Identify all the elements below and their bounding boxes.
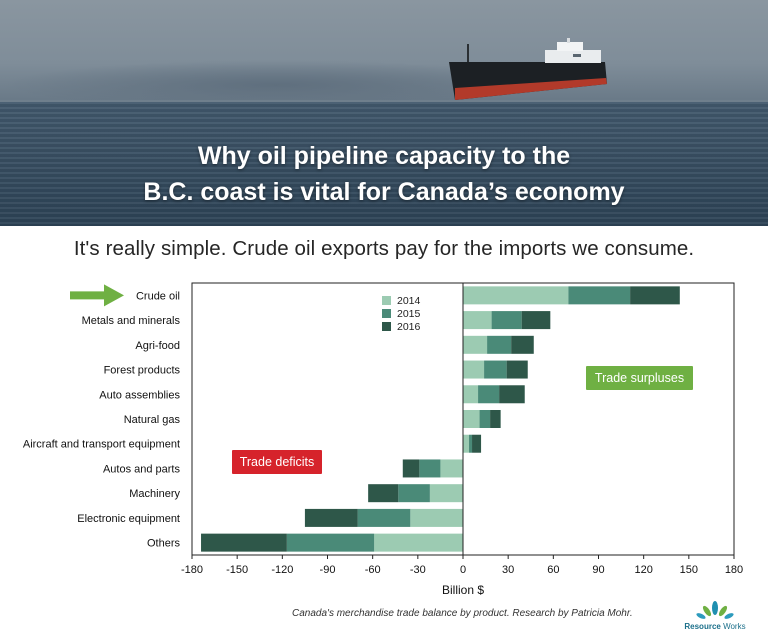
bar-segment-2014 bbox=[429, 484, 463, 503]
title-line-2: B.C. coast is vital for Canada’s economy bbox=[143, 178, 625, 206]
x-tick-label: -90 bbox=[320, 564, 336, 576]
bar-segment-2016 bbox=[368, 484, 399, 503]
bar-segment-2014 bbox=[463, 385, 479, 404]
leaf-icon bbox=[696, 601, 734, 619]
bar-segment-2015 bbox=[478, 385, 500, 404]
bar-segment-2014 bbox=[463, 360, 485, 379]
category-label: Metals and minerals bbox=[82, 315, 181, 327]
x-tick-label: 0 bbox=[460, 564, 466, 576]
trade-surpluses-label: Trade surpluses bbox=[595, 371, 684, 385]
category-label: Aircraft and transport equipment bbox=[23, 439, 180, 451]
x-tick-label: -180 bbox=[181, 564, 203, 576]
bar-segment-2014 bbox=[463, 335, 488, 354]
x-tick-label: -120 bbox=[271, 564, 293, 576]
header-banner: Why oil pipeline capacity to the B.C. co… bbox=[0, 0, 768, 226]
logo-text: Resource Works bbox=[684, 622, 746, 631]
bar-segment-2016 bbox=[472, 434, 482, 453]
bar-segment-2014 bbox=[410, 508, 463, 527]
bar-segment-2016 bbox=[201, 533, 287, 552]
trade-deficits-badge bbox=[232, 450, 322, 474]
bar-segment-2014 bbox=[463, 286, 569, 305]
sea-surface bbox=[0, 102, 768, 226]
x-tick-label: 60 bbox=[547, 564, 559, 576]
trade-balance-chart: Crude oil Metals and minerals Agri-food For… bbox=[23, 282, 743, 595]
legend-label: 2016 bbox=[397, 321, 421, 333]
legend-swatch-2015 bbox=[382, 309, 391, 318]
bar-segment-2015 bbox=[487, 335, 512, 354]
bar-segment-2014 bbox=[463, 410, 480, 428]
oil-tanker-image bbox=[449, 38, 607, 100]
bar-segment-2014 bbox=[440, 459, 463, 478]
trade-surpluses-badge bbox=[586, 366, 693, 390]
bar-segment-2015 bbox=[484, 360, 507, 379]
legend-swatch-2014 bbox=[382, 296, 391, 305]
bar-segment-2016 bbox=[499, 385, 525, 404]
resource-works-logo: Resource Works bbox=[676, 600, 754, 636]
x-tick-label: 120 bbox=[634, 564, 652, 576]
bar-segment-2015 bbox=[479, 410, 491, 428]
chart-caption: Canada's merchandise trade balance by pr… bbox=[292, 608, 633, 619]
bar-segment-2015 bbox=[357, 508, 411, 527]
category-label: Forest products bbox=[104, 365, 181, 377]
category-label: Agri-food bbox=[135, 340, 180, 352]
fog-bank bbox=[0, 60, 460, 102]
x-tick-label: -60 bbox=[365, 564, 381, 576]
bar-segment-2015 bbox=[491, 311, 522, 330]
highlight-arrow-icon bbox=[70, 284, 124, 307]
category-label: Others bbox=[147, 538, 181, 550]
x-tick-label: 150 bbox=[680, 564, 698, 576]
subtitle: It's really simple. Crude oil exports pa… bbox=[73, 237, 695, 260]
bar-segment-2016 bbox=[490, 410, 501, 428]
bar-segment-2016 bbox=[304, 508, 358, 527]
bar-segment-2015 bbox=[419, 459, 441, 478]
bar-segment-2015 bbox=[469, 434, 473, 453]
category-label: Autos and parts bbox=[103, 463, 181, 475]
page-title: Why oil pipeline capacity to the B.C. co… bbox=[0, 138, 768, 210]
x-tick-label: 180 bbox=[725, 564, 743, 576]
bar-segment-2016 bbox=[506, 360, 528, 379]
bar-segment-2014 bbox=[463, 434, 470, 453]
bar-segment-2014 bbox=[374, 533, 463, 552]
legend-label: 2014 bbox=[397, 295, 421, 307]
category-label: Machinery bbox=[129, 488, 180, 500]
category-label: Auto assemblies bbox=[99, 389, 180, 401]
bar-segment-2016 bbox=[630, 286, 680, 305]
category-label: Electronic equipment bbox=[77, 513, 180, 525]
bar-segment-2015 bbox=[568, 286, 631, 305]
category-label: Crude oil bbox=[136, 290, 180, 302]
legend-swatch-2016 bbox=[382, 322, 391, 331]
x-tick-label: -30 bbox=[410, 564, 426, 576]
trade-deficits-label: Trade deficits bbox=[240, 455, 315, 469]
legend-label: 2015 bbox=[397, 308, 421, 320]
x-tick-label: -150 bbox=[226, 564, 248, 576]
title-line-1: Why oil pipeline capacity to the bbox=[197, 142, 571, 170]
bar-segment-2015 bbox=[286, 533, 375, 552]
bar-segment-2016 bbox=[511, 335, 534, 354]
x-axis-title: Billion $ bbox=[442, 583, 484, 595]
bar-segment-2014 bbox=[463, 311, 492, 330]
category-label: Natural gas bbox=[124, 414, 181, 426]
horizon-line bbox=[0, 100, 768, 102]
bar-segment-2015 bbox=[398, 484, 430, 503]
x-tick-label: 90 bbox=[592, 564, 604, 576]
bar-segment-2016 bbox=[521, 311, 551, 330]
bar-segment-2016 bbox=[402, 459, 420, 478]
x-tick-label: 30 bbox=[502, 564, 514, 576]
